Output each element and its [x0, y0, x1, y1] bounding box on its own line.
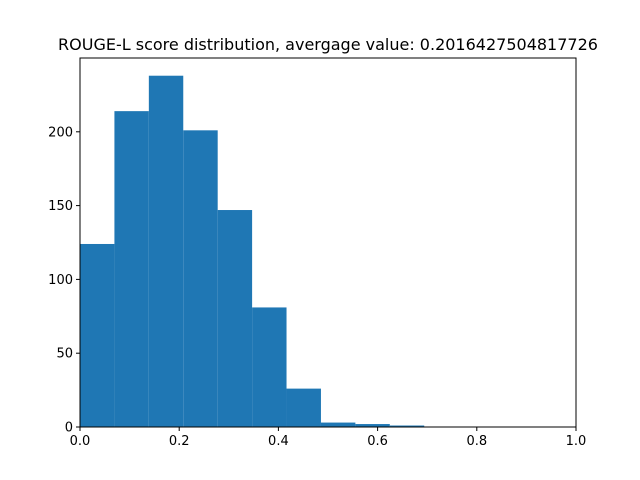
y-tick-label: 200 — [48, 125, 73, 140]
histogram-bar — [80, 243, 115, 427]
x-tick-label: 0.6 — [367, 434, 388, 449]
x-tick-label: 0.0 — [70, 434, 91, 449]
histogram-bar — [183, 130, 218, 427]
x-tick-label: 0.4 — [268, 434, 289, 449]
histogram-bar — [114, 111, 149, 427]
histogram-bar — [148, 75, 184, 428]
plot-frame — [79, 57, 577, 428]
bars-group — [80, 75, 425, 428]
histogram-bar — [286, 388, 321, 427]
y-tick-label: 50 — [56, 347, 73, 362]
y-tick-label: 0 — [65, 421, 73, 436]
x-tick-label: 0.8 — [466, 434, 487, 449]
x-axis: 0.0 0.2 0.4 0.6 0.8 1.0 — [70, 427, 587, 449]
histogram-bar — [217, 210, 253, 427]
histogram-bar — [320, 422, 356, 427]
histogram-bar — [355, 424, 390, 427]
histogram-bar — [389, 425, 425, 427]
chart-title: ROUGE-L score distribution, avergage val… — [58, 35, 598, 54]
y-tick-label: 150 — [48, 199, 73, 214]
x-tick-label: 1.0 — [566, 434, 587, 449]
y-tick-label: 100 — [48, 273, 73, 288]
histogram-bar — [252, 307, 287, 427]
y-axis: 0 50 100 150 200 — [48, 125, 80, 436]
x-tick-label: 0.2 — [169, 434, 190, 449]
